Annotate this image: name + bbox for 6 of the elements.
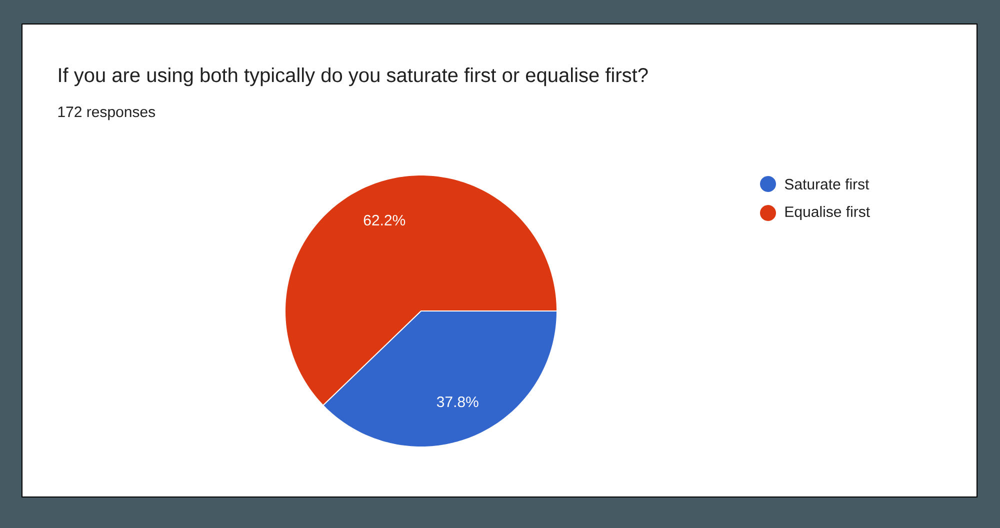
chart-title: If you are using both typically do you saturate first or equalise first? — [59, 68, 648, 86]
legend-label: Equalise first — [785, 206, 870, 220]
text: 172 responses — [58, 106, 156, 120]
legend-label: Saturate first — [784, 178, 870, 190]
data-label: 37.8% — [436, 396, 478, 408]
data-label: 62.2% — [364, 214, 406, 226]
